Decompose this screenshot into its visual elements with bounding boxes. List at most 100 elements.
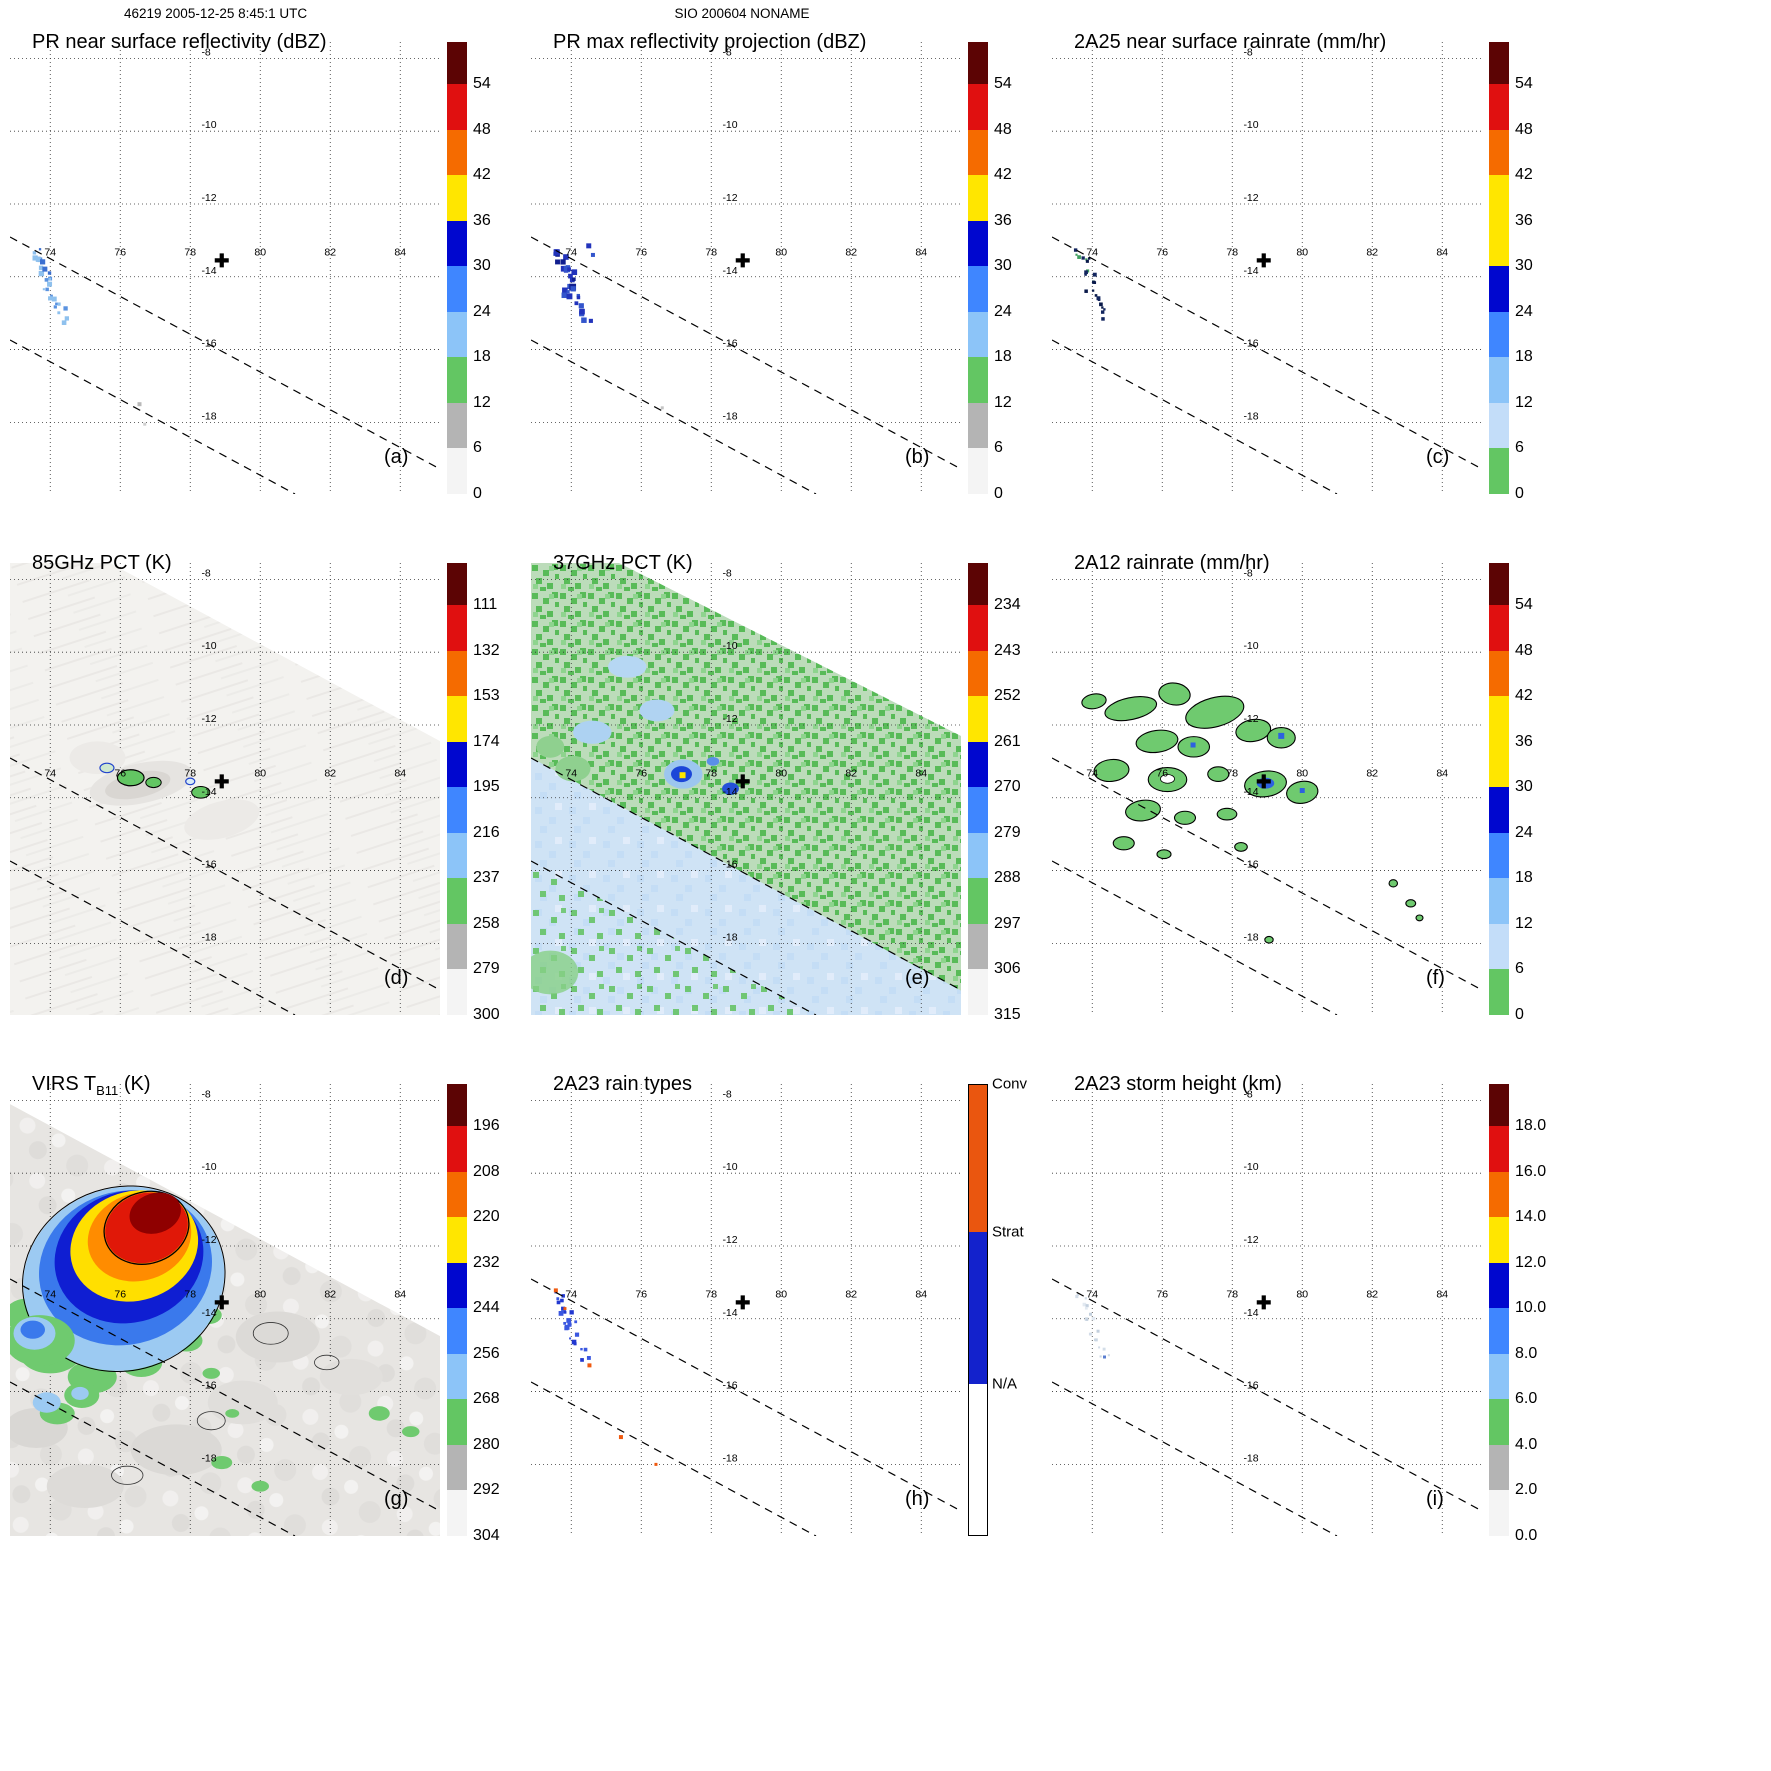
colorbar-tick: 279 [994, 823, 1021, 841]
svg-text:-10: -10 [722, 1161, 737, 1173]
svg-text:-16: -16 [201, 859, 216, 871]
colorbar-tick: 18 [1515, 348, 1533, 366]
colorbar-tick: 18 [994, 348, 1012, 366]
panel-letter: (a) [384, 446, 409, 468]
svg-text:-18: -18 [722, 1452, 737, 1464]
crosshair-marker [1256, 1295, 1271, 1310]
colorbar-tick: 132 [473, 641, 500, 659]
colorbar-tick: 0 [1515, 485, 1524, 502]
panel-title: 2A23 storm height (km) [1074, 1073, 1282, 1095]
svg-text:-14: -14 [722, 786, 737, 798]
colorbar-tick: 270 [994, 778, 1021, 796]
svg-text:-14: -14 [201, 1307, 216, 1319]
svg-text:-10: -10 [722, 119, 737, 131]
colorbar-band [968, 878, 988, 924]
colorbar-tick: 12.0 [1515, 1253, 1547, 1271]
colorbar-band [447, 741, 467, 788]
svg-text:-12: -12 [722, 713, 737, 725]
svg-text:82: 82 [324, 768, 336, 780]
colorbar-band [1489, 175, 1509, 221]
svg-text:-10: -10 [201, 640, 216, 652]
data-features [531, 655, 739, 995]
panel-title: 85GHz PCT (K) [32, 552, 172, 574]
svg-text:-12: -12 [201, 1234, 216, 1246]
svg-text:-18: -18 [201, 1452, 216, 1464]
colorbar-band [1489, 448, 1509, 494]
colorbar-tick: 261 [994, 732, 1021, 750]
colorbar-band [968, 266, 988, 312]
colorbar-tick: 12 [473, 393, 491, 411]
colorbar-tick: 36 [473, 211, 491, 229]
svg-text:84: 84 [1436, 768, 1448, 780]
colorbar-band [447, 923, 467, 970]
colorbar-band [968, 923, 988, 970]
colorbar-band [447, 1353, 467, 1400]
crosshair-marker [1256, 774, 1271, 789]
map-canvas: 74 76 78 80 82 84 -8 -10 -12 -14 -16 -18 [1052, 1084, 1482, 1536]
colorbar [968, 1084, 988, 1536]
colorbar-band [1489, 1126, 1509, 1172]
svg-text:76: 76 [114, 1289, 126, 1301]
colorbar-band [1489, 1444, 1509, 1491]
data-features [1075, 1293, 1110, 1359]
svg-text:80: 80 [254, 1289, 266, 1301]
svg-text:78: 78 [184, 768, 196, 780]
colorbar-tick: 42 [473, 166, 491, 184]
colorbar-band [447, 220, 467, 267]
colorbar-tick: 30 [994, 257, 1012, 275]
colorbar-tick: 304 [473, 1527, 500, 1544]
svg-text:-10: -10 [1243, 640, 1258, 652]
graticule-grid [1052, 1084, 1482, 1536]
colorbar [447, 42, 467, 494]
pr-swath-dashed-lines [10, 1278, 440, 1536]
colorbar-tick: 153 [473, 687, 500, 705]
graticule-labels: 74 76 78 80 82 84 -8 -10 -12 -14 -16 -18 [1086, 1088, 1448, 1464]
colorbar-band [447, 1217, 467, 1263]
colorbar-tick: 18 [473, 348, 491, 366]
colorbar-band [447, 402, 467, 449]
colorbar-tick: 208 [473, 1162, 500, 1180]
colorbar-tick-labels: 54 48 42 36 30 24 18 12 6 0 [1515, 563, 1573, 1023]
svg-text:-16: -16 [722, 338, 737, 350]
crosshair-marker [214, 774, 229, 789]
colorbar-band [447, 357, 467, 403]
graticule-labels: 74 76 78 80 82 84 -8 -10 -12 -14 -16 -18 [565, 567, 927, 943]
colorbar-band [447, 311, 467, 358]
colorbar-segment-label: N/A [992, 1375, 1018, 1393]
svg-text:-12: -12 [201, 713, 216, 725]
map-canvas: 74 76 78 80 82 84 -8 -10 -12 -14 -16 -18 [10, 42, 440, 494]
colorbar-tick: 36 [994, 211, 1012, 229]
svg-text:-12: -12 [722, 1234, 737, 1246]
graticule-grid [531, 563, 961, 1015]
panel-a-pr-near-surface-reflectivity: 74 76 78 80 82 84 -8 -10 -12 -14 -16 -18 PR near su… [10, 31, 531, 508]
svg-text:82: 82 [324, 247, 336, 259]
svg-text:-10: -10 [1243, 119, 1258, 131]
colorbar-band [447, 266, 467, 312]
panel-title: 37GHz PCT (K) [553, 552, 693, 574]
swath-data-region [10, 563, 440, 1015]
panel-c-2a25-rainrate: 74 76 78 80 82 84 -8 -10 -12 -14 -16 -18 2A25 near … [1052, 31, 1573, 508]
colorbar-tick: 306 [994, 960, 1021, 978]
svg-text:84: 84 [394, 1289, 406, 1301]
colorbar-band [968, 42, 988, 84]
panel-title: 2A23 rain types [553, 1073, 692, 1095]
svg-text:80: 80 [1296, 247, 1308, 259]
svg-text:84: 84 [915, 768, 927, 780]
colorbar-tick: 256 [473, 1344, 500, 1362]
svg-text:80: 80 [775, 1289, 787, 1301]
title-subscript: B11 [96, 1083, 119, 1098]
svg-text:-18: -18 [201, 410, 216, 422]
panel-i-2a23-storm-height: 74 76 78 80 82 84 -8 -10 -12 -14 -16 -18 2A23 storm… [1052, 1073, 1573, 1550]
svg-text:-8: -8 [722, 567, 731, 579]
colorbar-tick: 258 [473, 914, 500, 932]
colorbar-tick: 0 [473, 485, 482, 502]
orbit-datetime-label: 46219 2005-12-25 8:45:1 UTC [124, 6, 308, 21]
colorbar-band [968, 129, 988, 176]
svg-text:76: 76 [635, 768, 647, 780]
data-features [1073, 248, 1106, 321]
colorbar-band [1489, 357, 1509, 403]
colorbar [1489, 1084, 1509, 1536]
colorbar-tick: 244 [473, 1299, 500, 1317]
graticule-grid [10, 42, 440, 494]
